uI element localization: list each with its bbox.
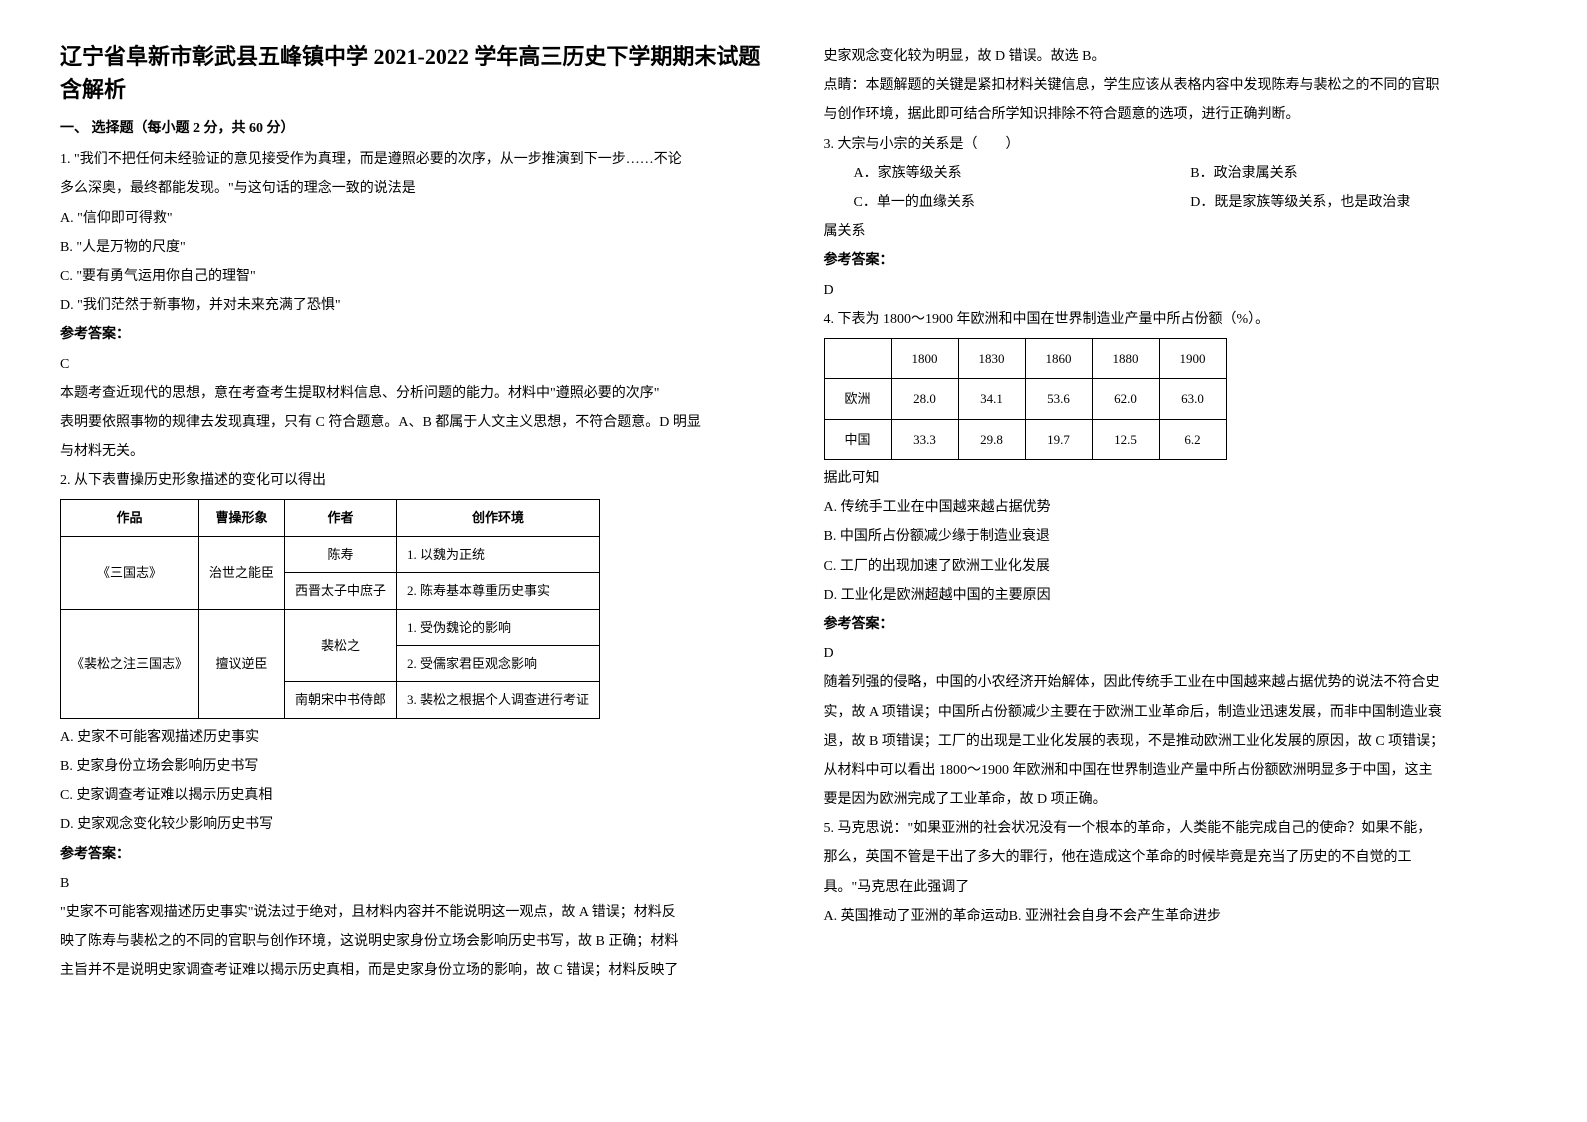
cell: 34.1 bbox=[958, 379, 1025, 419]
q2-explanation: "史家不可能客观描述历史事实"说法过于绝对，且材料内容并不能说明这一观点，故 A… bbox=[60, 900, 764, 925]
q2-option-b: B. 史家身份立场会影响历史书写 bbox=[60, 754, 764, 779]
cell-env: 1. 以魏为正统 bbox=[397, 536, 600, 572]
q2-answer: B bbox=[60, 871, 764, 896]
page-title: 辽宁省阜新市彰武县五峰镇中学 2021-2022 学年高三历史下学期期末试题含解… bbox=[60, 40, 764, 106]
q2-explanation: 主旨并不是说明史家调查考证难以揭示历史真相，而是史家身份立场的影响，故 C 错误… bbox=[60, 958, 764, 983]
cell-image: 擅议逆臣 bbox=[199, 609, 285, 718]
q4-explanation: 要是因为欧洲完成了工业革命，故 D 项正确。 bbox=[824, 787, 1528, 812]
q4-after-table: 据此可知 bbox=[824, 466, 1528, 491]
q4-stem: 4. 下表为 1800～1900 年欧洲和中国在世界制造业产量中所占份额（%）。 bbox=[824, 307, 1528, 332]
q5-stem: 具。"马克思在此强调了 bbox=[824, 875, 1528, 900]
cell-image: 治世之能臣 bbox=[199, 536, 285, 609]
cell: 28.0 bbox=[891, 379, 958, 419]
q1-explanation: 本题考查近现代的思想，意在考查考生提取材料信息、分析问题的能力。材料中"遵照必要… bbox=[60, 381, 764, 406]
th: 作者 bbox=[285, 500, 397, 536]
cell-author-top: 陈寿 bbox=[285, 536, 397, 572]
left-column: 辽宁省阜新市彰武县五峰镇中学 2021-2022 学年高三历史下学期期末试题含解… bbox=[60, 40, 794, 1082]
cell-env: 1. 受伪魏论的影响 bbox=[397, 609, 600, 645]
cell: 中国 bbox=[824, 419, 891, 459]
cell: 欧洲 bbox=[824, 379, 891, 419]
table-row: 《三国志》 治世之能臣 陈寿 1. 以魏为正统 bbox=[61, 536, 600, 572]
q1-explanation: 与材料无关。 bbox=[60, 439, 764, 464]
cell-env: 2. 受儒家君臣观念影响 bbox=[397, 646, 600, 682]
q4-explanation: 退，故 B 项错误；工厂的出现是工业化发展的表现，不是推动欧洲工业化发展的原因，… bbox=[824, 729, 1528, 754]
q4-explanation: 随着列强的侵略，中国的小农经济开始解体，因此传统手工业在中国越来越占据优势的说法… bbox=[824, 670, 1528, 695]
cell: 1800 bbox=[891, 338, 958, 378]
q2-option-a: A. 史家不可能客观描述历史事实 bbox=[60, 725, 764, 750]
cell: 19.7 bbox=[1025, 419, 1092, 459]
cell: 63.0 bbox=[1159, 379, 1226, 419]
q3-option-a: A．家族等级关系 bbox=[824, 161, 1191, 186]
cell-work: 《三国志》 bbox=[61, 536, 199, 609]
q4-option-b: B. 中国所占份额减少缘于制造业衰退 bbox=[824, 524, 1528, 549]
q3-option-c: C．单一的血缘关系 bbox=[824, 190, 1191, 215]
section-heading: 一、 选择题（每小题 2 分，共 60 分） bbox=[60, 116, 764, 141]
cell: 6.2 bbox=[1159, 419, 1226, 459]
answer-label: 参考答案： bbox=[60, 322, 764, 347]
cell-author-bot: 南朝宋中书侍郎 bbox=[285, 682, 397, 718]
cell: 62.0 bbox=[1092, 379, 1159, 419]
q3-option-d-cont: 属关系 bbox=[824, 219, 1528, 244]
q5-stem: 5. 马克思说："如果亚洲的社会状况没有一个根本的革命，人类能不能完成自己的使命… bbox=[824, 816, 1528, 841]
cell-env: 3. 裴松之根据个人调查进行考证 bbox=[397, 682, 600, 718]
q4-option-a: A. 传统手工业在中国越来越占据优势 bbox=[824, 495, 1528, 520]
cell bbox=[824, 338, 891, 378]
cell: 12.5 bbox=[1092, 419, 1159, 459]
q4-explanation: 实，故 A 项错误；中国所占份额减少主要在于欧洲工业革命后，制造业迅速发展，而非… bbox=[824, 700, 1528, 725]
cell: 1900 bbox=[1159, 338, 1226, 378]
q3-option-d: D．既是家族等级关系，也是政治隶 bbox=[1190, 190, 1527, 215]
q1-explanation: 表明要依照事物的规律去发现真理，只有 C 符合题意。A、B 都属于人文主义思想，… bbox=[60, 410, 764, 435]
table-row: 中国 33.3 29.8 19.7 12.5 6.2 bbox=[824, 419, 1226, 459]
cell: 1880 bbox=[1092, 338, 1159, 378]
table-row: 作品 曹操形象 作者 创作环境 bbox=[61, 500, 600, 536]
q1-option-c: C. "要有勇气运用你自己的理智" bbox=[60, 264, 764, 289]
q3-options-row: C．单一的血缘关系 D．既是家族等级关系，也是政治隶 bbox=[824, 190, 1528, 215]
q1-option-d: D. "我们茫然于新事物，并对未来充满了恐惧" bbox=[60, 293, 764, 318]
cell: 1860 bbox=[1025, 338, 1092, 378]
cell: 29.8 bbox=[958, 419, 1025, 459]
cell: 33.3 bbox=[891, 419, 958, 459]
q1-answer: C bbox=[60, 352, 764, 377]
q3-option-b: B．政治隶属关系 bbox=[1190, 161, 1527, 186]
q5-option-ab: A. 英国推动了亚洲的革命运动B. 亚洲社会自身不会产生革命进步 bbox=[824, 904, 1528, 929]
q2-explanation: 与创作环境，据此即可结合所学知识排除不符合题意的选项，进行正确判断。 bbox=[824, 102, 1528, 127]
th: 曹操形象 bbox=[199, 500, 285, 536]
q2-explanation: 映了陈寿与裴松之的不同的官职与创作环境，这说明史家身份立场会影响历史书写，故 B… bbox=[60, 929, 764, 954]
cell-env: 2. 陈寿基本尊重历史事实 bbox=[397, 573, 600, 609]
q2-explanation: 史家观念变化较为明显，故 D 错误。故选 B。 bbox=[824, 44, 1528, 69]
cell-author-top: 裴松之 bbox=[285, 609, 397, 682]
q3-options-row: A．家族等级关系 B．政治隶属关系 bbox=[824, 161, 1528, 186]
q2-explanation: 点睛：本题解题的关键是紧扣材料关键信息，学生应该从表格内容中发现陈寿与裴松之的不… bbox=[824, 73, 1528, 98]
q2-option-c: C. 史家调查考证难以揭示历史真相 bbox=[60, 783, 764, 808]
q3-stem: 3. 大宗与小宗的关系是（ ） bbox=[824, 132, 1528, 157]
cell-author-bot: 西晋太子中庶子 bbox=[285, 573, 397, 609]
answer-label: 参考答案： bbox=[824, 612, 1528, 637]
cell: 1830 bbox=[958, 338, 1025, 378]
table-row: 1800 1830 1860 1880 1900 bbox=[824, 338, 1226, 378]
q1-option-a: A. "信仰即可得救" bbox=[60, 206, 764, 231]
cell-work: 《裴松之注三国志》 bbox=[61, 609, 199, 718]
q1-stem: 多么深奥，最终都能发现。"与这句话的理念一致的说法是 bbox=[60, 176, 764, 201]
th: 创作环境 bbox=[397, 500, 600, 536]
q4-table: 1800 1830 1860 1880 1900 欧洲 28.0 34.1 53… bbox=[824, 338, 1227, 460]
q4-option-c: C. 工厂的出现加速了欧洲工业化发展 bbox=[824, 554, 1528, 579]
right-column: 史家观念变化较为明显，故 D 错误。故选 B。 点睛：本题解题的关键是紧扣材料关… bbox=[794, 40, 1528, 1082]
q3-answer: D bbox=[824, 278, 1528, 303]
q2-option-d: D. 史家观念变化较少影响历史书写 bbox=[60, 812, 764, 837]
q4-option-d: D. 工业化是欧洲超越中国的主要原因 bbox=[824, 583, 1528, 608]
table-row: 欧洲 28.0 34.1 53.6 62.0 63.0 bbox=[824, 379, 1226, 419]
q5-stem: 那么，英国不管是干出了多大的罪行，他在造成这个革命的时候毕竟是充当了历史的不自觉… bbox=[824, 845, 1528, 870]
q2-table: 作品 曹操形象 作者 创作环境 《三国志》 治世之能臣 陈寿 1. 以魏为正统 … bbox=[60, 499, 600, 718]
th: 作品 bbox=[61, 500, 199, 536]
q1-stem: 1. "我们不把任何未经验证的意见接受作为真理，而是遵照必要的次序，从一步推演到… bbox=[60, 147, 764, 172]
answer-label: 参考答案： bbox=[60, 842, 764, 867]
answer-label: 参考答案： bbox=[824, 248, 1528, 273]
q2-stem: 2. 从下表曹操历史形象描述的变化可以得出 bbox=[60, 468, 764, 493]
table-row: 《裴松之注三国志》 擅议逆臣 裴松之 1. 受伪魏论的影响 bbox=[61, 609, 600, 645]
q1-option-b: B. "人是万物的尺度" bbox=[60, 235, 764, 260]
q4-answer: D bbox=[824, 641, 1528, 666]
exam-page: 辽宁省阜新市彰武县五峰镇中学 2021-2022 学年高三历史下学期期末试题含解… bbox=[0, 0, 1587, 1122]
cell: 53.6 bbox=[1025, 379, 1092, 419]
q4-explanation: 从材料中可以看出 1800～1900 年欧洲和中国在世界制造业产量中所占份额欧洲… bbox=[824, 758, 1528, 783]
